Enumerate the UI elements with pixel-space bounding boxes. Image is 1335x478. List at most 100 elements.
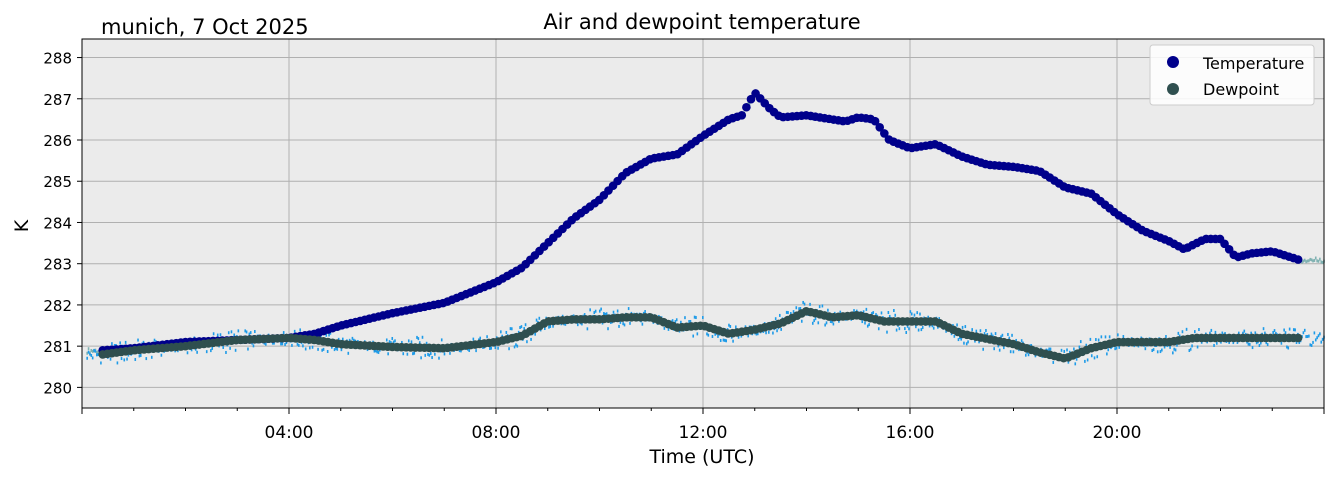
dewpoint-raw-measurement [93,348,95,352]
dewpoint-raw-measurement [336,347,339,351]
dewpoint-raw-measurement [964,325,967,329]
temperature-raw-measurement [95,350,98,354]
dewpoint-raw-measurement [254,329,256,333]
dewpoint-raw-measurement [644,310,646,314]
dewpoint-raw-measurement [740,334,743,338]
dewpoint-raw-measurement [1236,340,1239,344]
dewpoint-raw-measurement [604,312,607,316]
dewpoint-raw-measurement [1012,350,1015,354]
dewpoint-raw-measurement [865,307,868,311]
dewpoint-raw-measurement [1248,342,1251,346]
dewpoint-raw-measurement [309,346,311,350]
dewpoint-raw-measurement [838,319,840,323]
dewpoint-raw-measurement [776,329,778,333]
dewpoint-raw-measurement [1165,335,1167,339]
temperature-point [870,116,880,126]
dewpoint-raw-measurement [119,341,121,345]
dewpoint-raw-measurement [1321,337,1324,341]
dewpoint-raw-measurement [392,340,395,344]
dewpoint-raw-measurement [438,356,440,360]
dewpoint-raw-measurement [722,338,725,342]
dewpoint-raw-measurement [1196,345,1199,349]
dewpoint-raw-measurement [1000,335,1002,339]
dewpoint-raw-measurement [1306,335,1309,339]
dewpoint-raw-measurement [1317,334,1320,338]
dewpoint-raw-measurement [1200,340,1203,344]
temperature-raw-measurement [91,349,94,353]
dewpoint-raw-measurement [385,338,388,342]
dewpoint-raw-measurement [91,356,94,360]
dewpoint-raw-measurement [1002,346,1005,350]
dewpoint-raw-measurement [304,347,307,351]
dewpoint-raw-measurement [880,311,883,315]
dewpoint-raw-measurement [768,330,770,334]
dewpoint-raw-measurement [627,307,630,311]
dewpoint-raw-measurement [1224,332,1226,336]
temperature-point [746,94,756,104]
dewpoint-raw-measurement [795,306,798,310]
dewpoint-raw-measurement [394,339,396,343]
dewpoint-raw-measurement [298,343,300,347]
dewpoint-raw-measurement [921,326,924,330]
dewpoint-raw-measurement [402,352,405,356]
dewpoint-raw-measurement [706,332,708,336]
dewpoint-raw-measurement [1298,341,1301,345]
dewpoint-raw-measurement [95,353,98,357]
dewpoint-raw-measurement [717,334,719,338]
dewpoint-raw-measurement [333,348,336,352]
dewpoint-raw-measurement [920,328,923,332]
dewpoint-raw-measurement [605,312,608,316]
dewpoint-raw-measurement [581,322,583,326]
dewpoint-raw-measurement [440,338,443,342]
axes: 04:00 08:00 12:00 16:00 20:00 280 281 282 283 284… [43,38,1325,443]
dewpoint-raw-measurement [1216,341,1218,345]
legend-temperature-marker [1167,56,1179,68]
dewpoint-raw-measurement [1115,346,1118,350]
dewpoint-raw-measurement [1250,331,1252,335]
dewpoint-raw-measurement [982,347,984,351]
dewpoint-raw-measurement [862,310,865,314]
dewpoint-raw-measurement [1161,348,1163,352]
dewpoint-raw-measurement [1074,362,1077,366]
y-tick-label: 280 [43,379,72,397]
dewpoint-raw-measurement [1243,329,1246,333]
data-series [98,89,1303,363]
dewpoint-raw-measurement [252,344,255,348]
dewpoint-raw-measurement [413,351,416,355]
dewpoint-raw-measurement [245,330,248,334]
dewpoint-raw-measurement [799,306,802,310]
dewpoint-raw-measurement [785,310,788,314]
dewpoint-raw-measurement [887,310,890,314]
dewpoint-raw-measurement [416,335,418,339]
temperature-raw-measurement [1312,259,1314,263]
dewpoint-raw-measurement [420,356,422,360]
dewpoint-raw-measurement [1156,350,1159,354]
dewpoint-raw-measurement [1314,338,1317,342]
dewpoint-raw-measurement [1048,347,1050,351]
dewpoint-raw-measurement [326,350,329,354]
dewpoint-raw-measurement [692,334,695,338]
dewpoint-raw-measurement [910,312,913,316]
dewpoint-raw-measurement [1067,360,1070,364]
dewpoint-raw-measurement [1052,360,1055,364]
dewpoint-raw-measurement [1266,343,1269,347]
dewpoint-raw-measurement [961,325,964,329]
legend-dewpoint-marker [1167,83,1179,95]
dewpoint-raw-measurement [222,345,225,349]
dewpoint-raw-measurement [330,345,333,349]
dewpoint-raw-measurement [233,333,236,337]
dewpoint-raw-measurement [1254,331,1257,335]
dewpoint-raw-measurement [832,322,835,326]
dewpoint-raw-measurement [1034,354,1037,358]
dewpoint-raw-measurement [1104,335,1107,339]
dewpoint-raw-measurement [671,319,674,323]
dewpoint-raw-measurement [1303,328,1306,332]
dewpoint-raw-measurement [762,329,765,333]
dewpoint-raw-measurement [490,346,493,350]
dewpoint-raw-measurement [824,323,826,327]
dewpoint-raw-measurement [109,357,112,361]
dewpoint-raw-measurement [139,353,142,357]
temperature-raw-measurement [1308,259,1310,263]
dewpoint-raw-measurement [225,350,227,354]
x-tick-label: 20:00 [1093,423,1142,443]
